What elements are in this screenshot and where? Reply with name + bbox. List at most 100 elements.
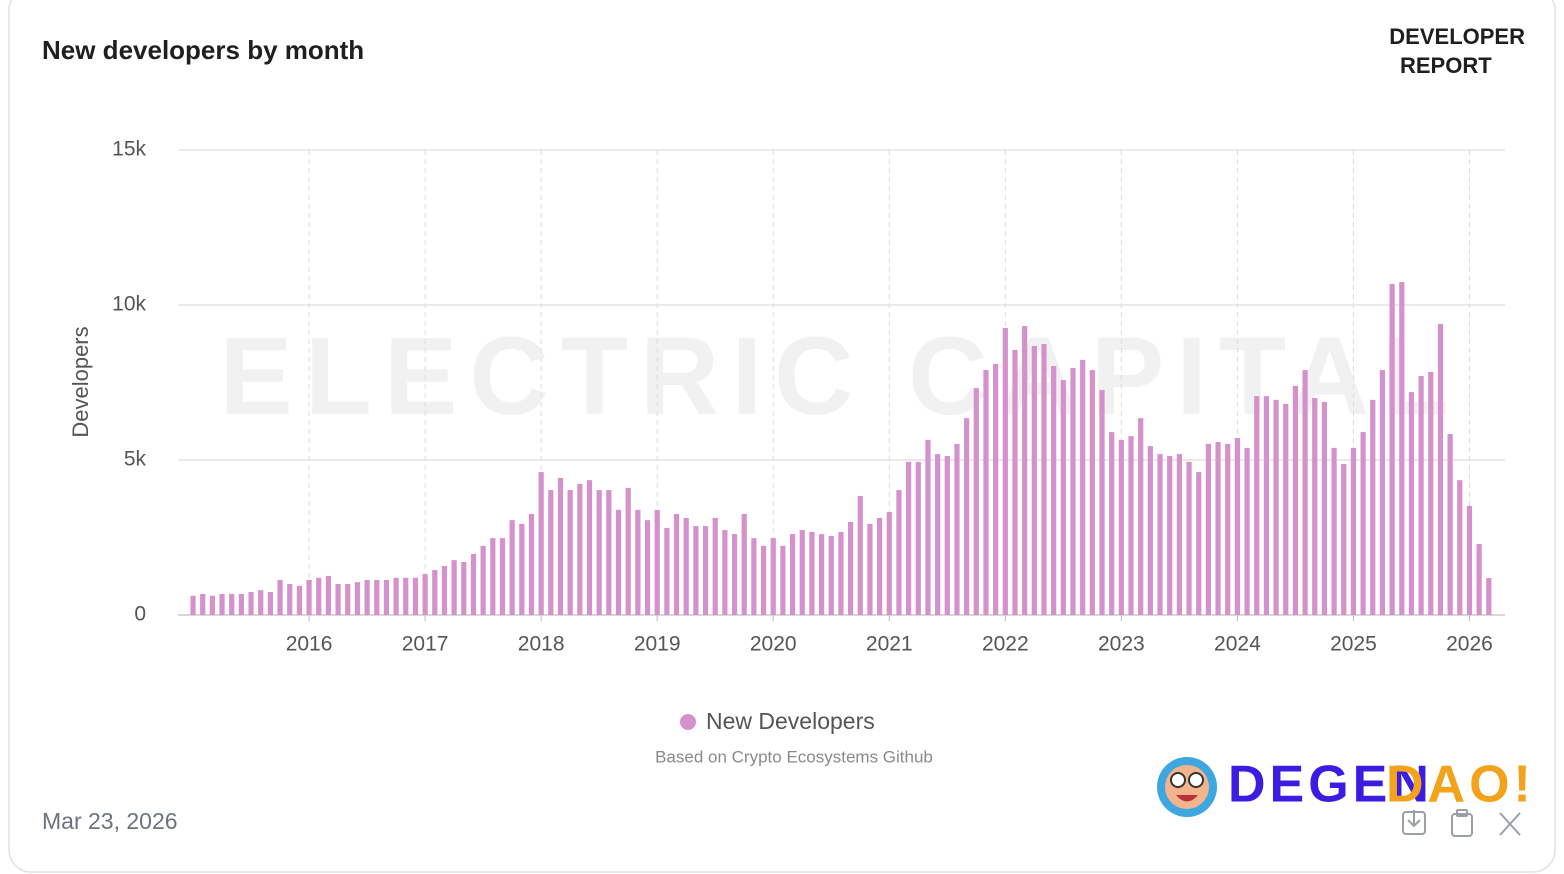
bar bbox=[809, 531, 815, 615]
bar bbox=[258, 590, 264, 615]
bar bbox=[248, 592, 254, 615]
bar bbox=[490, 538, 496, 615]
x-tick-label: 2017 bbox=[402, 633, 449, 656]
bar bbox=[393, 577, 399, 615]
bar bbox=[306, 579, 312, 615]
bar bbox=[1341, 464, 1347, 615]
bar bbox=[1476, 544, 1482, 615]
bar bbox=[1360, 432, 1366, 615]
card bbox=[8, 0, 1556, 873]
bar bbox=[1428, 371, 1434, 615]
bar bbox=[615, 509, 622, 615]
x-tick-label: 2020 bbox=[750, 633, 797, 656]
bar bbox=[403, 577, 409, 615]
bar bbox=[422, 574, 428, 615]
bar bbox=[229, 593, 235, 615]
bar bbox=[316, 577, 322, 615]
share-x-button[interactable] bbox=[1499, 812, 1521, 836]
bar bbox=[287, 584, 293, 615]
bar bbox=[1225, 443, 1231, 615]
bar bbox=[1350, 447, 1357, 615]
logo-mouth bbox=[1176, 795, 1198, 802]
bar bbox=[1215, 442, 1221, 615]
bar bbox=[1486, 578, 1492, 615]
bar bbox=[1254, 396, 1260, 615]
bar bbox=[973, 388, 979, 615]
logo-text: DEGEN bbox=[1228, 756, 1433, 814]
bar bbox=[635, 509, 641, 615]
bar bbox=[200, 593, 206, 615]
bar bbox=[1041, 344, 1047, 615]
bar bbox=[1379, 370, 1386, 615]
toolbar bbox=[1402, 809, 1521, 837]
bar bbox=[1031, 345, 1037, 615]
date: Mar 23, 2026 bbox=[42, 808, 178, 834]
source-note: Based on Crypto Ecosystems Github bbox=[655, 747, 933, 766]
legend-marker bbox=[680, 714, 696, 730]
bar bbox=[345, 584, 351, 615]
x-tick-label: 2016 bbox=[286, 633, 333, 656]
bar bbox=[1312, 398, 1318, 615]
x-tick-label: 2022 bbox=[982, 633, 1029, 656]
bar bbox=[596, 490, 602, 615]
y-tick-label: 15k bbox=[112, 138, 146, 161]
bar bbox=[528, 513, 535, 615]
bar bbox=[886, 512, 892, 615]
bar bbox=[374, 579, 380, 615]
bar bbox=[1167, 455, 1173, 615]
bar bbox=[760, 545, 767, 615]
bar bbox=[1157, 454, 1163, 615]
bar bbox=[828, 535, 834, 615]
bar bbox=[1138, 418, 1144, 615]
bar bbox=[1205, 443, 1211, 615]
bar bbox=[964, 418, 970, 615]
bar bbox=[557, 477, 564, 615]
bar bbox=[1176, 454, 1182, 615]
bar bbox=[519, 523, 525, 615]
logo-text: DAO! bbox=[1386, 756, 1535, 814]
bar bbox=[412, 577, 419, 615]
bar bbox=[644, 520, 651, 615]
logo-eye bbox=[1170, 772, 1186, 788]
bar bbox=[499, 538, 506, 615]
bar bbox=[509, 520, 515, 615]
bar bbox=[1437, 323, 1444, 615]
bar bbox=[664, 527, 670, 615]
bar bbox=[847, 522, 854, 615]
copy-button[interactable] bbox=[1451, 809, 1473, 837]
bar bbox=[1302, 370, 1308, 615]
bar bbox=[1389, 283, 1395, 615]
bar bbox=[722, 530, 728, 615]
download-button[interactable] bbox=[1402, 810, 1426, 835]
bar bbox=[838, 531, 844, 615]
bar bbox=[877, 517, 883, 615]
brand: REPORT bbox=[1400, 53, 1492, 78]
bar bbox=[789, 534, 796, 615]
bar bbox=[470, 553, 477, 615]
bar bbox=[577, 483, 583, 615]
bar bbox=[896, 490, 902, 615]
bar bbox=[693, 526, 699, 615]
bar bbox=[780, 545, 786, 615]
bar bbox=[925, 439, 931, 615]
y-tick-label: 10k bbox=[112, 293, 146, 316]
bar bbox=[364, 579, 370, 615]
bar bbox=[1283, 403, 1289, 615]
bar bbox=[1234, 437, 1240, 615]
watermark: ELECTRIC CAPITAL bbox=[219, 315, 1460, 438]
bar bbox=[1099, 389, 1105, 615]
bar bbox=[1089, 370, 1095, 615]
bar bbox=[1128, 436, 1134, 615]
bar bbox=[461, 561, 467, 615]
bar bbox=[586, 480, 593, 615]
bar bbox=[702, 526, 709, 615]
bar bbox=[190, 595, 196, 615]
bar bbox=[1292, 385, 1299, 615]
bar bbox=[1080, 359, 1086, 615]
y-tick-label: 5k bbox=[124, 448, 147, 471]
bar bbox=[1263, 396, 1270, 615]
bar bbox=[1118, 439, 1124, 615]
x-tick-label: 2023 bbox=[1098, 633, 1145, 656]
bar bbox=[296, 585, 303, 615]
